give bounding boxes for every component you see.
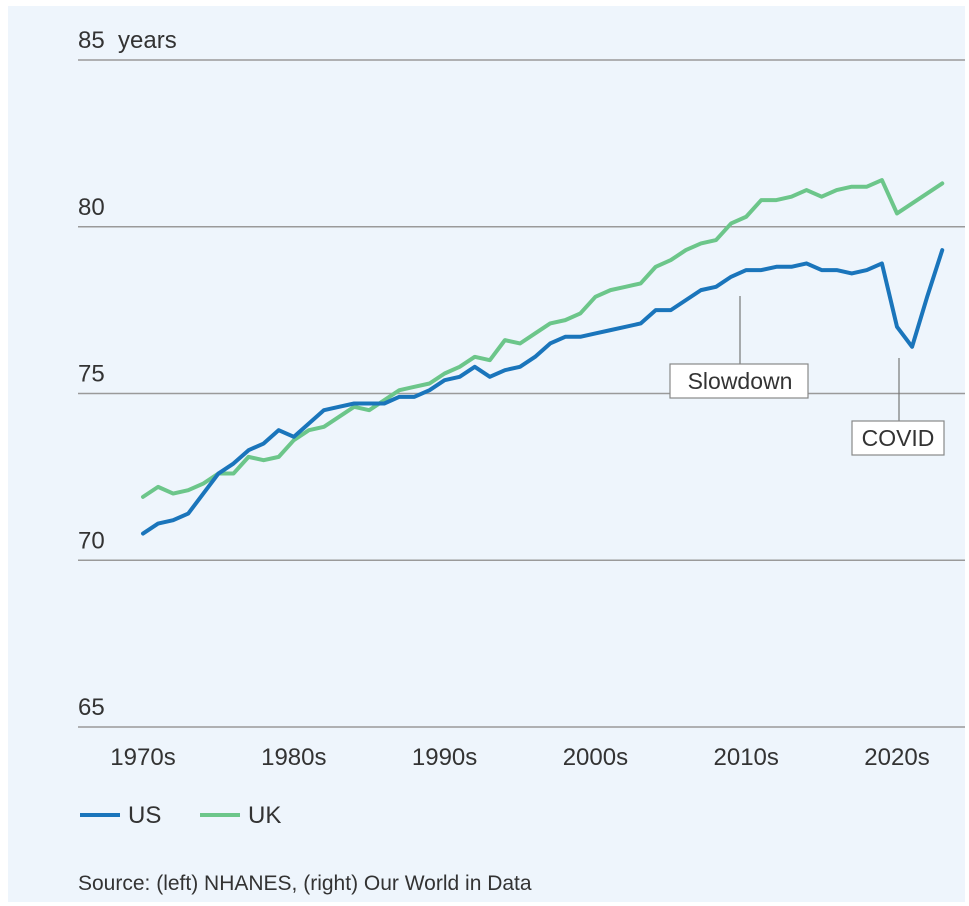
annotation-box — [669, 363, 809, 399]
x-tick-label: 1980s — [261, 744, 326, 771]
y-tick-label: 65 — [78, 694, 105, 721]
chart-background — [8, 6, 965, 902]
series-line — [141, 178, 945, 499]
y-tick-label: 85 years — [78, 27, 177, 54]
series-line — [141, 248, 945, 536]
y-tick-label: 80 — [78, 194, 105, 221]
annotation-box — [851, 420, 945, 456]
x-tick-label: 2010s — [714, 744, 779, 771]
x-tick-label: 1970s — [110, 744, 175, 771]
source-note: Source: (left) NHANES, (right) Our World… — [78, 872, 532, 895]
y-tick-label: 75 — [78, 361, 105, 388]
y-tick-label: 70 — [78, 527, 105, 554]
x-tick-label: 2020s — [864, 744, 929, 771]
x-tick-label: 2000s — [563, 744, 628, 771]
annotation-text: COVID — [862, 425, 935, 451]
legend-label: UK — [248, 802, 281, 829]
x-tick-label: 1990s — [412, 744, 477, 771]
annotation-text: Slowdown — [688, 368, 793, 394]
legend-label: US — [128, 802, 161, 829]
